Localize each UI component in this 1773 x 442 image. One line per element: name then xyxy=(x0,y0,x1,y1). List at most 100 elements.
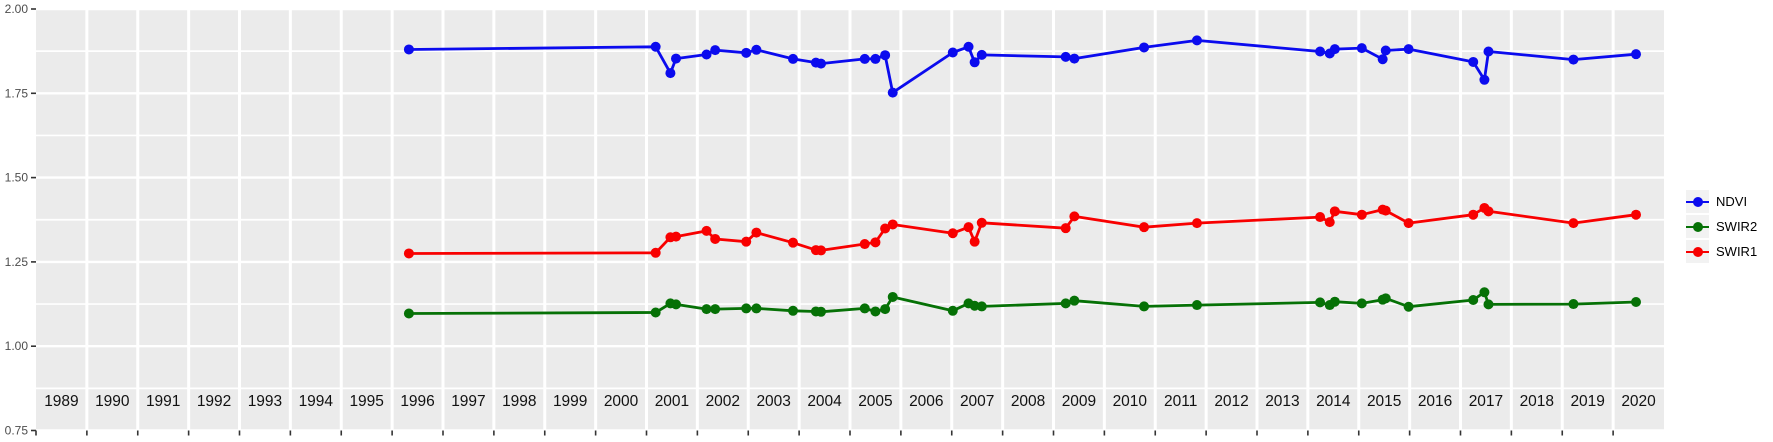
data-point-swir1 xyxy=(1139,222,1150,233)
data-point-swir2 xyxy=(1380,293,1391,304)
data-point-swir1 xyxy=(1483,206,1494,217)
data-point-ndvi xyxy=(1315,46,1326,57)
y-axis-tick-label: 0.75 xyxy=(5,424,29,438)
x-axis-year-label: 2006 xyxy=(909,393,943,410)
x-axis-year-label: 2008 xyxy=(1011,393,1045,410)
x-axis-year-label: 1995 xyxy=(349,393,383,410)
y-axis-tick-label: 1.00 xyxy=(5,339,29,353)
x-axis-year-label: 2016 xyxy=(1418,393,1452,410)
data-point-swir1 xyxy=(701,225,712,236)
x-axis-year-label: 1999 xyxy=(553,393,587,410)
legend-label-swir2: SWIR2 xyxy=(1716,219,1758,234)
data-point-swir1 xyxy=(1468,209,1479,220)
data-point-swir1 xyxy=(1069,211,1080,222)
data-point-ndvi xyxy=(403,44,414,55)
data-point-swir1 xyxy=(671,231,682,242)
data-point-swir2 xyxy=(650,307,661,318)
data-point-swir2 xyxy=(880,304,891,315)
legend-label-ndvi: NDVI xyxy=(1716,194,1748,209)
data-point-swir1 xyxy=(788,237,799,248)
data-point-swir2 xyxy=(671,299,682,310)
data-point-swir2 xyxy=(859,303,870,314)
data-point-ndvi xyxy=(701,49,712,60)
data-point-ndvi xyxy=(751,44,762,55)
data-point-swir1 xyxy=(816,245,827,256)
data-point-swir1 xyxy=(1403,218,1414,229)
data-point-ndvi xyxy=(1356,43,1367,54)
data-point-swir2 xyxy=(1060,298,1071,309)
data-point-ndvi xyxy=(741,47,752,58)
data-point-swir1 xyxy=(751,227,762,238)
data-point-ndvi xyxy=(816,58,827,69)
data-point-swir1 xyxy=(1329,206,1340,217)
data-point-swir1 xyxy=(1315,212,1326,223)
data-point-swir2 xyxy=(887,291,898,302)
x-axis-year-label: 2012 xyxy=(1214,393,1248,410)
x-axis-year-label: 2005 xyxy=(858,393,892,410)
data-point-ndvi xyxy=(1329,44,1340,55)
data-point-swir2 xyxy=(788,305,799,316)
data-point-swir2 xyxy=(1468,295,1479,306)
x-axis-year-label: 1990 xyxy=(95,393,130,410)
x-axis-year-label: 1996 xyxy=(400,393,434,410)
x-axis-year-label: 2003 xyxy=(756,393,790,410)
data-point-swir2 xyxy=(1315,297,1326,308)
data-point-swir1 xyxy=(963,222,974,233)
data-point-swir1 xyxy=(1380,205,1391,216)
data-point-ndvi xyxy=(710,45,721,56)
data-point-swir2 xyxy=(976,301,987,312)
data-point-swir2 xyxy=(947,305,958,316)
data-point-ndvi xyxy=(1139,42,1150,53)
data-point-swir2 xyxy=(1139,301,1150,312)
data-point-swir2 xyxy=(1479,287,1490,298)
legend-key-swir2 xyxy=(1686,215,1709,238)
data-point-swir1 xyxy=(947,228,958,239)
x-axis-year-label: 2015 xyxy=(1367,393,1401,410)
data-point-swir1 xyxy=(976,217,987,228)
x-axis-year-label: 2004 xyxy=(807,393,842,410)
x-axis-year-label: 1991 xyxy=(146,393,180,410)
data-point-swir1 xyxy=(880,223,891,234)
data-point-ndvi xyxy=(887,87,898,98)
data-point-ndvi xyxy=(1380,45,1391,56)
data-point-ndvi xyxy=(1631,49,1642,60)
data-point-swir2 xyxy=(710,304,721,315)
data-point-swir2 xyxy=(1069,295,1080,306)
legend-item-swir2: SWIR2 xyxy=(1686,215,1757,238)
legend-key-ndvi xyxy=(1686,190,1709,213)
data-point-ndvi xyxy=(1568,54,1579,65)
data-point-ndvi xyxy=(788,53,799,64)
data-point-ndvi xyxy=(969,57,980,68)
data-point-swir1 xyxy=(887,219,898,230)
data-point-swir2 xyxy=(870,306,881,317)
legend-label-swir1: SWIR1 xyxy=(1716,244,1758,259)
data-point-swir1 xyxy=(710,233,721,244)
data-point-ndvi xyxy=(947,47,958,58)
data-point-ndvi xyxy=(1069,53,1080,64)
x-axis-year-label: 1994 xyxy=(299,393,334,410)
x-axis-year-label: 2020 xyxy=(1621,393,1656,410)
data-point-swir2 xyxy=(741,303,752,314)
x-axis-year-label: 2009 xyxy=(1062,393,1096,410)
y-axis-tick-label: 2.00 xyxy=(5,2,29,16)
data-point-swir1 xyxy=(1324,217,1335,228)
data-point-swir1 xyxy=(870,237,881,248)
legend-item-swir1: SWIR1 xyxy=(1686,240,1757,263)
data-point-ndvi xyxy=(650,41,661,52)
data-point-swir2 xyxy=(1356,298,1367,309)
data-point-swir2 xyxy=(1403,301,1414,312)
x-axis-year-label: 2018 xyxy=(1520,393,1554,410)
data-point-ndvi xyxy=(1403,44,1414,55)
data-point-ndvi xyxy=(870,53,881,64)
legend-key-swir1 xyxy=(1686,240,1709,263)
data-point-swir2 xyxy=(1191,300,1202,311)
x-axis-year-label: 2013 xyxy=(1265,393,1299,410)
x-axis-year-label: 1992 xyxy=(197,393,231,410)
legend-item-ndvi: NDVI xyxy=(1686,190,1757,213)
x-axis-year-label: 2017 xyxy=(1469,393,1503,410)
data-point-ndvi xyxy=(1479,74,1490,85)
data-point-ndvi xyxy=(859,53,870,64)
data-point-swir2 xyxy=(1483,299,1494,310)
